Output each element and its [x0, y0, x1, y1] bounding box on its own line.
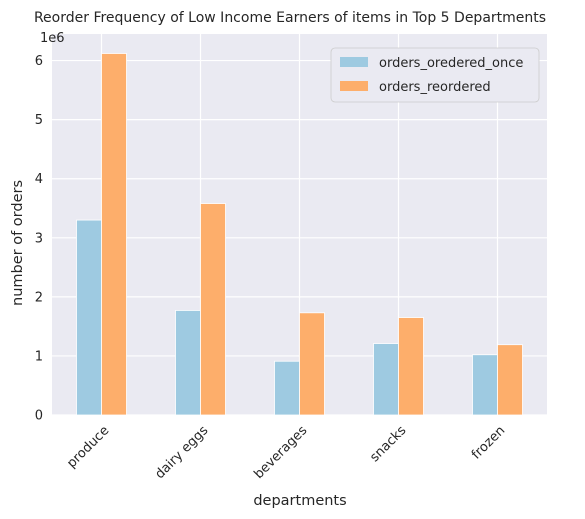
- y-tick-label: 3: [35, 231, 43, 246]
- bar-orders-once-produce: [76, 219, 102, 416]
- y-tick-label: 5: [35, 113, 43, 128]
- bar-orders-reordered-frozen: [497, 344, 523, 416]
- x-tick-label: snacks: [367, 423, 409, 465]
- bars: [76, 53, 523, 416]
- x-tick-label: produce: [64, 423, 112, 471]
- bar-orders-reordered-snacks: [398, 317, 424, 416]
- legend-swatch-orders-reordered: [340, 81, 368, 91]
- y-axis-label: number of orders: [10, 180, 26, 306]
- x-tick-label: frozen: [469, 423, 508, 462]
- legend-swatch-orders-once: [340, 57, 368, 67]
- bar-orders-reordered-beverages: [299, 312, 325, 416]
- y-tick-label: 2: [35, 290, 43, 305]
- legend-frame: [330, 47, 540, 103]
- y-tick-label: 4: [35, 172, 43, 187]
- bar-orders-once-snacks: [373, 343, 399, 416]
- y-tick-label: 0: [35, 409, 43, 424]
- x-tick-labels: produce dairy eggs beverages snacks frozen: [64, 423, 508, 482]
- bar-orders-reordered-dairy-eggs: [200, 203, 226, 416]
- x-tick-label: beverages: [251, 423, 310, 482]
- bar-orders-once-dairy-eggs: [175, 310, 201, 416]
- bar-orders-once-beverages: [274, 360, 300, 416]
- x-tick-label: dairy eggs: [152, 423, 211, 482]
- legend: orders_oredered_once orders_reordered: [330, 47, 540, 103]
- chart-title: Reorder Frequency of Low Income Earners …: [34, 10, 546, 26]
- y-tick-labels: 0 1 2 3 4 5 6: [35, 54, 43, 423]
- bar-orders-once-frozen: [472, 354, 498, 416]
- y-tick-label: 6: [35, 54, 43, 69]
- y-tick-label: 1: [35, 349, 43, 364]
- x-axis-label: departments: [253, 493, 346, 509]
- legend-label-orders-reordered: orders_reordered: [379, 80, 491, 95]
- bar-orders-reordered-produce: [101, 53, 127, 416]
- y-offset-label: 1e6: [40, 31, 65, 46]
- legend-label-orders-once: orders_oredered_once: [379, 56, 523, 71]
